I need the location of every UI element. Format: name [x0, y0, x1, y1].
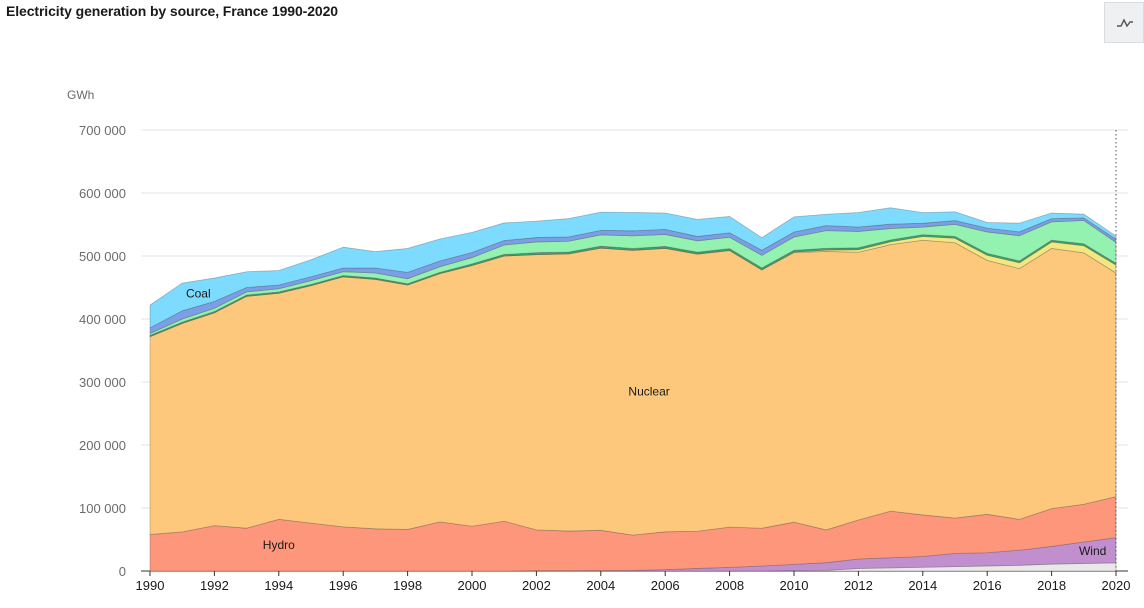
x-tick-label: 1990: [136, 578, 165, 593]
series-labels: Coal Nuclear Hydro Wind: [186, 286, 1106, 558]
x-tick-label: 2020: [1102, 578, 1131, 593]
x-tick-label: 2002: [522, 578, 551, 593]
y-tick-label: 0: [119, 564, 126, 579]
chart-title: Electricity generation by source, France…: [6, 3, 338, 19]
x-tick-label: 2014: [908, 578, 937, 593]
x-tick-label: 1998: [393, 578, 422, 593]
area-series: [149, 130, 1117, 572]
x-tick-label: 2016: [973, 578, 1002, 593]
area-s-bio[interactable]: [149, 234, 1117, 338]
y-tick-label: 400 000: [79, 312, 126, 327]
x-axis: 1990 1992 1994 1996 1998 2000 2002 2004 2006 2008…: [136, 571, 1131, 593]
y-axis-unit-label: GWh: [67, 88, 94, 102]
x-tick-label: 2012: [844, 578, 873, 593]
x-tick-label: 1996: [329, 578, 358, 593]
x-tick-label: 2006: [651, 578, 680, 593]
series-label-coal: Coal: [186, 286, 211, 300]
y-tick-label: 600 000: [79, 186, 126, 201]
x-tick-label: 2000: [458, 578, 487, 593]
series-label-wind: Wind: [1079, 544, 1106, 558]
y-tick-label: 200 000: [79, 438, 126, 453]
line-chart-icon: [1117, 18, 1133, 28]
y-tick-label: 100 000: [79, 501, 126, 516]
y-tick-label: 300 000: [79, 375, 126, 390]
x-tick-label: 2010: [780, 578, 809, 593]
x-tick-label: 1994: [264, 578, 293, 593]
series-label-nuclear: Nuclear: [628, 384, 669, 398]
y-axis: 0 100 000 200 000 300 000 400 000 500 000 600 …: [79, 123, 126, 579]
y-tick-label: 500 000: [79, 249, 126, 264]
area-hydro[interactable]: [149, 496, 1117, 572]
x-tick-label: 2004: [586, 578, 615, 593]
x-tick-label: 2008: [715, 578, 744, 593]
x-tick-label: 1992: [200, 578, 229, 593]
x-tick-label: 2018: [1037, 578, 1066, 593]
y-tick-label: 700 000: [79, 123, 126, 138]
series-label-hydro: Hydro: [263, 538, 295, 552]
